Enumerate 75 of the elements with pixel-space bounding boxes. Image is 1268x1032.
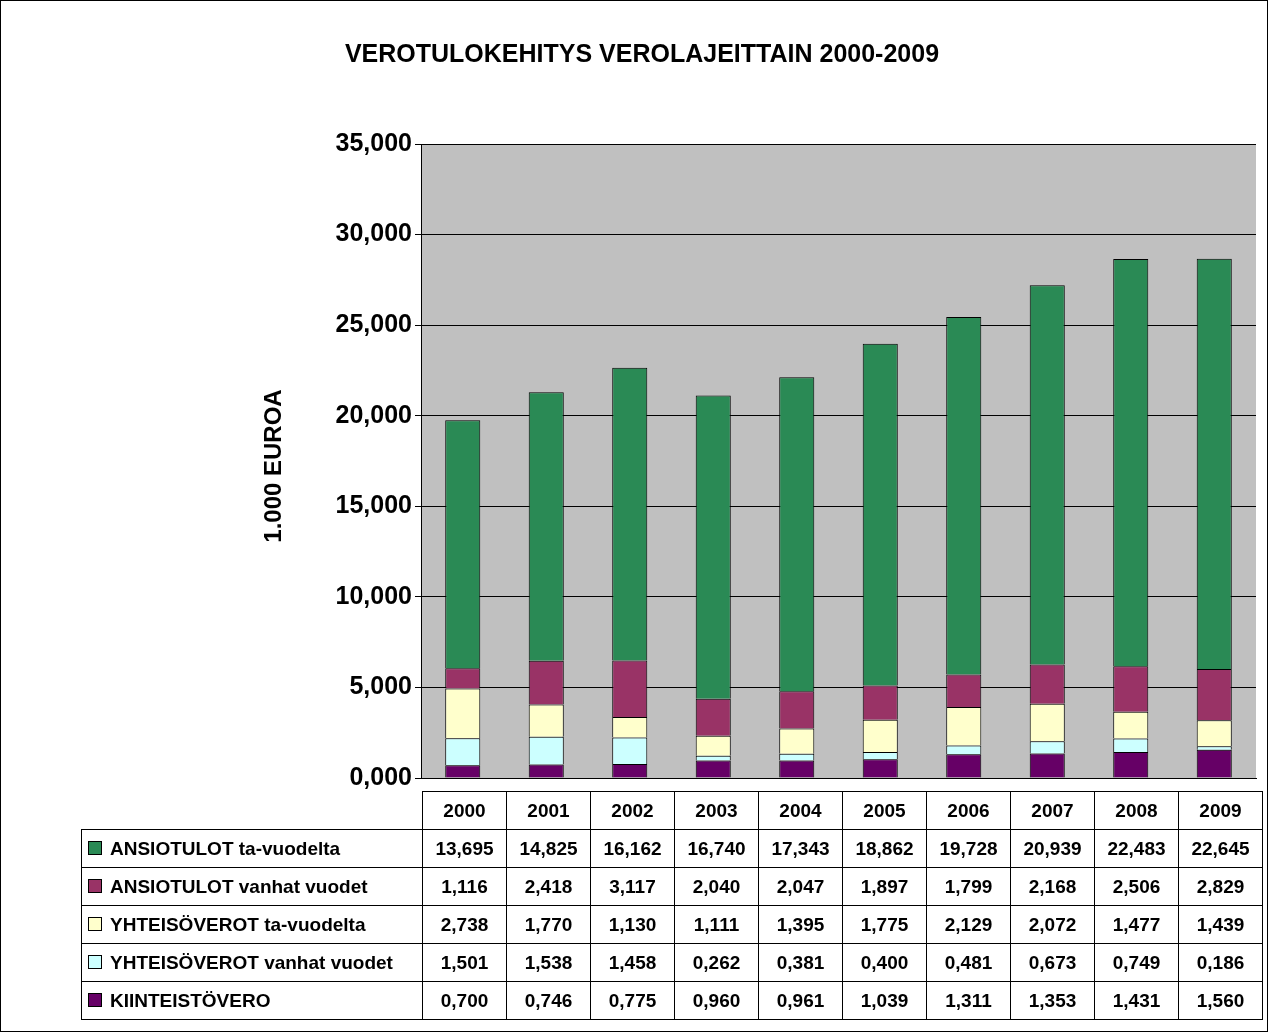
data-label: 1,770 xyxy=(506,905,591,944)
data-label: 17,343 xyxy=(758,829,843,868)
legend-label: YHTEISÖVEROT vanhat vuodet xyxy=(81,943,423,982)
data-label: 1,560 xyxy=(1178,981,1263,1020)
data-label: 1,353 xyxy=(1010,981,1095,1020)
data-label: 2,418 xyxy=(506,867,591,906)
data-label: 0,746 xyxy=(506,981,591,1020)
data-label: 16,740 xyxy=(674,829,759,868)
data-label: 1,395 xyxy=(758,905,843,944)
x-tick-label: 2009 xyxy=(1178,791,1263,830)
y-tick-label: 10,000 xyxy=(335,580,412,609)
data-label: 13,695 xyxy=(422,829,507,868)
y-axis-title: 1.000 EUROA xyxy=(259,389,287,543)
data-label: 1,311 xyxy=(926,981,1011,1020)
data-label: 2,738 xyxy=(422,905,507,944)
x-tick-label: 2002 xyxy=(590,791,675,830)
legend-label: ANSIOTULOT vanhat vuodet xyxy=(81,867,423,906)
x-tick-label: 2001 xyxy=(506,791,591,830)
data-label: 2,040 xyxy=(674,867,759,906)
data-label: 1,130 xyxy=(590,905,675,944)
data-label: 0,262 xyxy=(674,943,759,982)
data-label: 0,749 xyxy=(1094,943,1179,982)
data-label: 1,538 xyxy=(506,943,591,982)
data-label: 18,862 xyxy=(842,829,927,868)
data-label: 1,799 xyxy=(926,867,1011,906)
data-label: 0,186 xyxy=(1178,943,1263,982)
data-label: 2,829 xyxy=(1178,867,1263,906)
data-label: 2,168 xyxy=(1010,867,1095,906)
data-label: 0,700 xyxy=(422,981,507,1020)
data-label: 2,129 xyxy=(926,905,1011,944)
x-tick-label: 2008 xyxy=(1094,791,1179,830)
data-label: 1,111 xyxy=(674,905,759,944)
data-label: 2,047 xyxy=(758,867,843,906)
y-tick-label: 5,000 xyxy=(349,671,412,700)
data-label: 1,439 xyxy=(1178,905,1263,944)
data-label: 22,645 xyxy=(1178,829,1263,868)
x-tick-label: 2004 xyxy=(758,791,843,830)
legend-label: KIINTEISTÖVERO xyxy=(81,981,423,1020)
x-tick-label: 2003 xyxy=(674,791,759,830)
data-label: 2,506 xyxy=(1094,867,1179,906)
x-tick-label: 2006 xyxy=(926,791,1011,830)
data-label: 1,477 xyxy=(1094,905,1179,944)
data-label: 0,960 xyxy=(674,981,759,1020)
data-label: 1,116 xyxy=(422,867,507,906)
data-label: 1,501 xyxy=(422,943,507,982)
data-label: 0,381 xyxy=(758,943,843,982)
data-label: 1,039 xyxy=(842,981,927,1020)
data-label: 2,072 xyxy=(1010,905,1095,944)
data-label: 1,458 xyxy=(590,943,675,982)
x-tick-label: 2005 xyxy=(842,791,927,830)
y-tick-label: 15,000 xyxy=(335,490,412,519)
y-tick-label: 25,000 xyxy=(335,309,412,338)
data-label: 0,961 xyxy=(758,981,843,1020)
data-label: 16,162 xyxy=(590,829,675,868)
chart-title: VEROTULOKEHITYS VEROLAJEITTAIN 2000-2009 xyxy=(343,39,941,68)
data-label: 1,775 xyxy=(842,905,927,944)
y-tick-label: 30,000 xyxy=(335,218,412,247)
y-tick-label: 35,000 xyxy=(335,127,412,156)
legend-label: ANSIOTULOT ta-vuodelta xyxy=(81,829,423,868)
x-tick-label: 2007 xyxy=(1010,791,1095,830)
y-tick-label: 0,000 xyxy=(349,761,412,790)
data-label: 0,400 xyxy=(842,943,927,982)
legend-label: YHTEISÖVEROT ta-vuodelta xyxy=(81,905,423,944)
data-label: 0,775 xyxy=(590,981,675,1020)
data-label: 0,481 xyxy=(926,943,1011,982)
data-label: 3,117 xyxy=(590,867,675,906)
data-label: 22,483 xyxy=(1094,829,1179,868)
data-label: 1,897 xyxy=(842,867,927,906)
data-label: 0,673 xyxy=(1010,943,1095,982)
data-label: 20,939 xyxy=(1010,829,1095,868)
data-label: 19,728 xyxy=(926,829,1011,868)
x-tick-label: 2000 xyxy=(422,791,507,830)
data-label: 14,825 xyxy=(506,829,591,868)
data-label: 1,431 xyxy=(1094,981,1179,1020)
y-tick-label: 20,000 xyxy=(335,399,412,428)
